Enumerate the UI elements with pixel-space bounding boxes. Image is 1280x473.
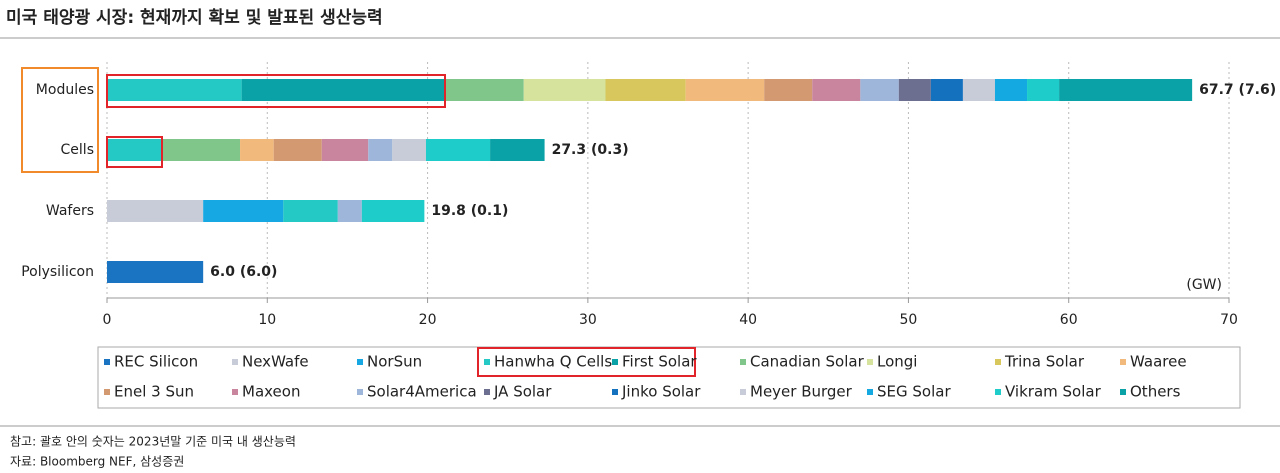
legend-label: First Solar (622, 353, 697, 371)
total-label: 27.3 (0.3) (552, 142, 629, 158)
legend-label: Maxeon (242, 383, 300, 401)
legend-label: Waaree (1130, 353, 1187, 371)
legend-swatch (357, 389, 363, 395)
bar-segment (994, 79, 1028, 101)
bar-segment (962, 79, 995, 101)
y-tick-label: Modules (36, 82, 94, 98)
bar-segment (812, 79, 861, 101)
x-tick-label: 0 (103, 312, 112, 328)
bar-segment (107, 139, 162, 161)
legend-swatch (232, 359, 238, 365)
legend-swatch (995, 389, 1001, 395)
legend-label: Trina Solar (1004, 353, 1085, 371)
bar-segment (337, 200, 362, 222)
highlight-box (21, 67, 99, 173)
legend-swatch (484, 389, 490, 395)
bar-segment (273, 139, 322, 161)
legend-swatch (740, 359, 746, 365)
bar-segment (1027, 79, 1060, 101)
x-tick-label: 60 (1060, 312, 1078, 328)
highlight-box (477, 347, 696, 377)
bar-segment (283, 200, 338, 222)
legend-swatch (1120, 359, 1126, 365)
legend-swatch (867, 389, 873, 395)
legend-label: Solar4America (367, 383, 477, 401)
bar-segment (860, 79, 899, 101)
legend-label: Canadian Solar (750, 353, 865, 371)
legend-swatch (612, 359, 618, 365)
legend-swatch (232, 389, 238, 395)
bar-segment (930, 79, 963, 101)
unit-label: (GW) (1186, 277, 1222, 293)
legend-label: Longi (877, 353, 917, 371)
total-label: 19.8 (0.1) (431, 203, 508, 219)
bar-segment (1059, 79, 1193, 101)
total-label: 67.7 (7.6) (1199, 82, 1276, 98)
legend-label: JA Solar (493, 383, 552, 401)
bar-segment (445, 79, 524, 101)
bar-segment (490, 139, 545, 161)
legend-label: NorSun (367, 353, 422, 371)
legend-label: NexWafe (242, 353, 309, 371)
legend-label: Enel 3 Sun (114, 383, 194, 401)
legend-swatch (104, 389, 110, 395)
y-tick-label: Cells (61, 142, 94, 158)
note: 참고: 괄호 안의 숫자는 2023년말 기준 미국 내 생산능력 (10, 435, 296, 449)
chart-title: 미국 태양광 시장: 현재까지 확보 및 발표된 생산능력 (6, 8, 383, 28)
legend-label: REC Silicon (114, 353, 198, 371)
x-tick-label: 20 (419, 312, 437, 328)
bar-segment (241, 79, 446, 101)
x-tick-label: 30 (579, 312, 597, 328)
highlight-box (106, 74, 446, 108)
legend-label: Meyer Burger (750, 383, 853, 401)
bar-segment (764, 79, 813, 101)
legend-swatch (1120, 389, 1126, 395)
legend-label: Jinko Solar (621, 383, 701, 401)
total-label: 6.0 (6.0) (210, 264, 277, 280)
bar-segment (605, 79, 686, 101)
legend-swatch (995, 359, 1001, 365)
legend-swatch (484, 359, 490, 365)
bar-segment (321, 139, 369, 161)
bar-segment (523, 79, 606, 101)
bar-segment (107, 261, 204, 283)
legend-swatch (357, 359, 363, 365)
bar-segment (203, 200, 284, 222)
bar-segment (368, 139, 393, 161)
highlight-box (106, 136, 163, 168)
legend-swatch (612, 389, 618, 395)
legend-label: Others (1130, 383, 1181, 401)
bar-segment (161, 139, 241, 161)
legend-label: Vikram Solar (1005, 383, 1102, 401)
x-tick-label: 40 (739, 312, 757, 328)
y-tick-label: Polysilicon (21, 264, 94, 280)
note: 자료: Bloomberg NEF, 삼성증권 (10, 455, 184, 469)
legend-label: Hanwha Q Cells (494, 353, 612, 371)
bar-segment (107, 79, 242, 101)
legend-swatch (104, 359, 110, 365)
bar-segment (425, 139, 491, 161)
bar-segment (240, 139, 274, 161)
bar-segment (392, 139, 426, 161)
bar-segment (107, 200, 204, 222)
x-tick-label: 50 (900, 312, 918, 328)
bar-segment (685, 79, 765, 101)
x-tick-label: 10 (258, 312, 276, 328)
legend-swatch (867, 359, 873, 365)
legend-label: SEG Solar (877, 383, 951, 401)
x-tick-label: 70 (1220, 312, 1238, 328)
bar-segment (361, 200, 425, 222)
y-tick-label: Wafers (46, 203, 94, 219)
bar-segment (898, 79, 931, 101)
legend-swatch (740, 389, 746, 395)
